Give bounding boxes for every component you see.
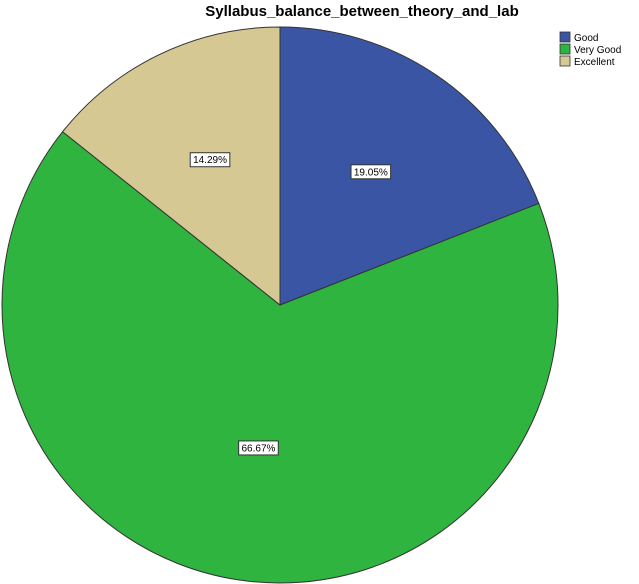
pie-slices xyxy=(1,26,559,584)
legend-label: Good xyxy=(574,33,598,44)
pie-slice-very-good xyxy=(1,131,559,584)
legend-item-excellent: Excellent xyxy=(559,55,615,68)
legend-item-very-good: Very Good xyxy=(559,43,621,56)
pie-slice-excellent xyxy=(61,26,281,307)
legend-swatch xyxy=(559,31,571,43)
data-label-box xyxy=(350,164,392,180)
data-label-box xyxy=(189,152,231,168)
data-labels: 19.05% 66.67% 14.29% xyxy=(189,152,392,456)
chart-title: Syllabus_balance_between_theory_and_lab xyxy=(205,3,519,20)
data-label-text: 66.67% xyxy=(242,443,276,454)
data-label-text: 19.05% xyxy=(354,167,388,178)
legend-swatch xyxy=(559,43,571,55)
data-label-good: 19.05% xyxy=(350,164,392,180)
legend-label: Excellent xyxy=(574,57,615,68)
legend-label: Very Good xyxy=(574,45,621,56)
legend-item-good: Good xyxy=(559,31,598,44)
legend-swatch xyxy=(559,55,571,67)
data-label-very-good: 66.67% xyxy=(238,440,279,456)
data-label-box xyxy=(238,440,279,456)
data-label-text: 14.29% xyxy=(193,155,227,166)
data-label-excellent: 14.29% xyxy=(189,152,231,168)
pie-slice-good xyxy=(279,26,540,306)
